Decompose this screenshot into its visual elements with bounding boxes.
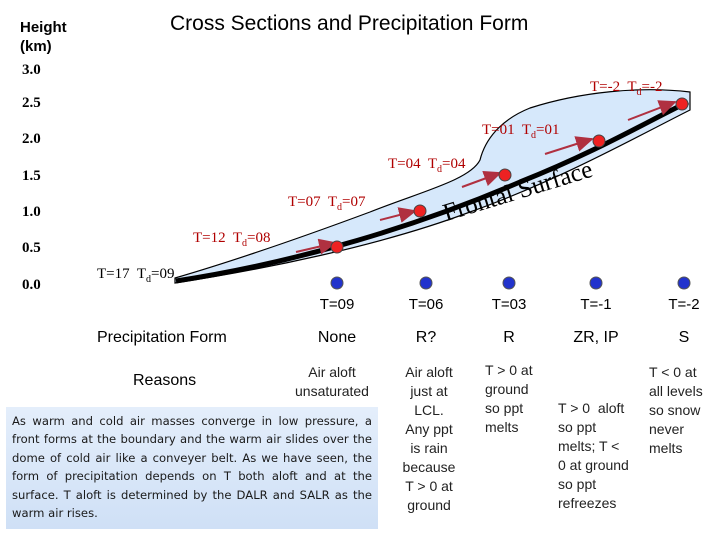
diagram-title: Cross Sections and Precipitation Form bbox=[170, 12, 529, 35]
reason-text: Air aloft just at LCL. Any ppt is rain becaus… bbox=[402, 364, 456, 513]
y-tick: 1.0 bbox=[22, 204, 41, 220]
y-tick: 2.0 bbox=[22, 131, 41, 147]
y-tick: 3.0 bbox=[22, 62, 41, 78]
ground-point bbox=[502, 276, 516, 290]
ground-temp: T=-1 bbox=[580, 296, 612, 313]
warm-air-arrow bbox=[379, 207, 417, 223]
precip-row-label: Precipitation Form bbox=[97, 329, 227, 346]
aloft-temp-label: T=07 Td=07 bbox=[288, 194, 366, 213]
precip-form: None bbox=[317, 329, 357, 346]
aloft-point bbox=[330, 240, 344, 254]
y-axis-label-line1: Height bbox=[20, 19, 67, 36]
aloft-point bbox=[413, 204, 427, 218]
precip-form: R bbox=[503, 329, 515, 346]
frontal-surface-line bbox=[175, 99, 690, 284]
aloft-temp-label: T=04 Td=04 bbox=[388, 156, 466, 175]
reason-text: T > 0 aloft so ppt melts; T <0 at ground so… bbox=[558, 400, 629, 511]
reason-text: Air aloft unsaturated bbox=[295, 364, 369, 399]
ground-temp: T=03 bbox=[491, 296, 527, 313]
precip-form: S bbox=[678, 329, 690, 346]
reasons-row-label: Reasons bbox=[133, 372, 197, 389]
y-tick: 0.0 bbox=[22, 277, 41, 293]
precip-form: R? bbox=[415, 329, 437, 346]
warm-air-arrow bbox=[627, 100, 677, 121]
aloft-point bbox=[675, 97, 689, 111]
aloft-point bbox=[498, 168, 512, 182]
aloft-temp-label: T=12 Td=08 bbox=[193, 230, 271, 249]
ground-point bbox=[419, 276, 433, 290]
aloft-point bbox=[592, 134, 606, 148]
cold-air-dome bbox=[174, 89, 691, 284]
aloft-temp-label: T=01 Td=01 bbox=[482, 122, 560, 141]
y-tick: 1.5 bbox=[22, 168, 41, 184]
ground-temp: T=09 bbox=[319, 296, 355, 313]
y-tick: 0.5 bbox=[22, 240, 41, 256]
aloft-temp-label: T=-2 Td=-2 bbox=[590, 79, 663, 98]
y-axis-label-line2: (km) bbox=[20, 38, 52, 55]
ground-temp: T=06 bbox=[408, 296, 444, 313]
explanatory-note: As warm and cold air masses converge in … bbox=[6, 407, 378, 529]
ground-point bbox=[677, 276, 691, 290]
ground-point bbox=[330, 276, 344, 290]
y-axis-label: Height (km) bbox=[20, 18, 67, 56]
reason-text: T > 0 at ground so ppt melts bbox=[485, 362, 533, 435]
warm-air-arrow bbox=[544, 136, 594, 155]
ground-temp: T=-2 bbox=[668, 296, 700, 313]
warm-air-arrow bbox=[461, 171, 502, 188]
ground-point bbox=[589, 276, 603, 290]
y-tick: 2.5 bbox=[22, 95, 41, 111]
reason-text: T < 0 at all levels so snow never melts bbox=[649, 364, 703, 456]
surface-temp-label: T=17 Td=09 bbox=[97, 266, 175, 285]
warm-air-arrow bbox=[295, 238, 337, 255]
precip-form: ZR, IP bbox=[573, 329, 619, 346]
